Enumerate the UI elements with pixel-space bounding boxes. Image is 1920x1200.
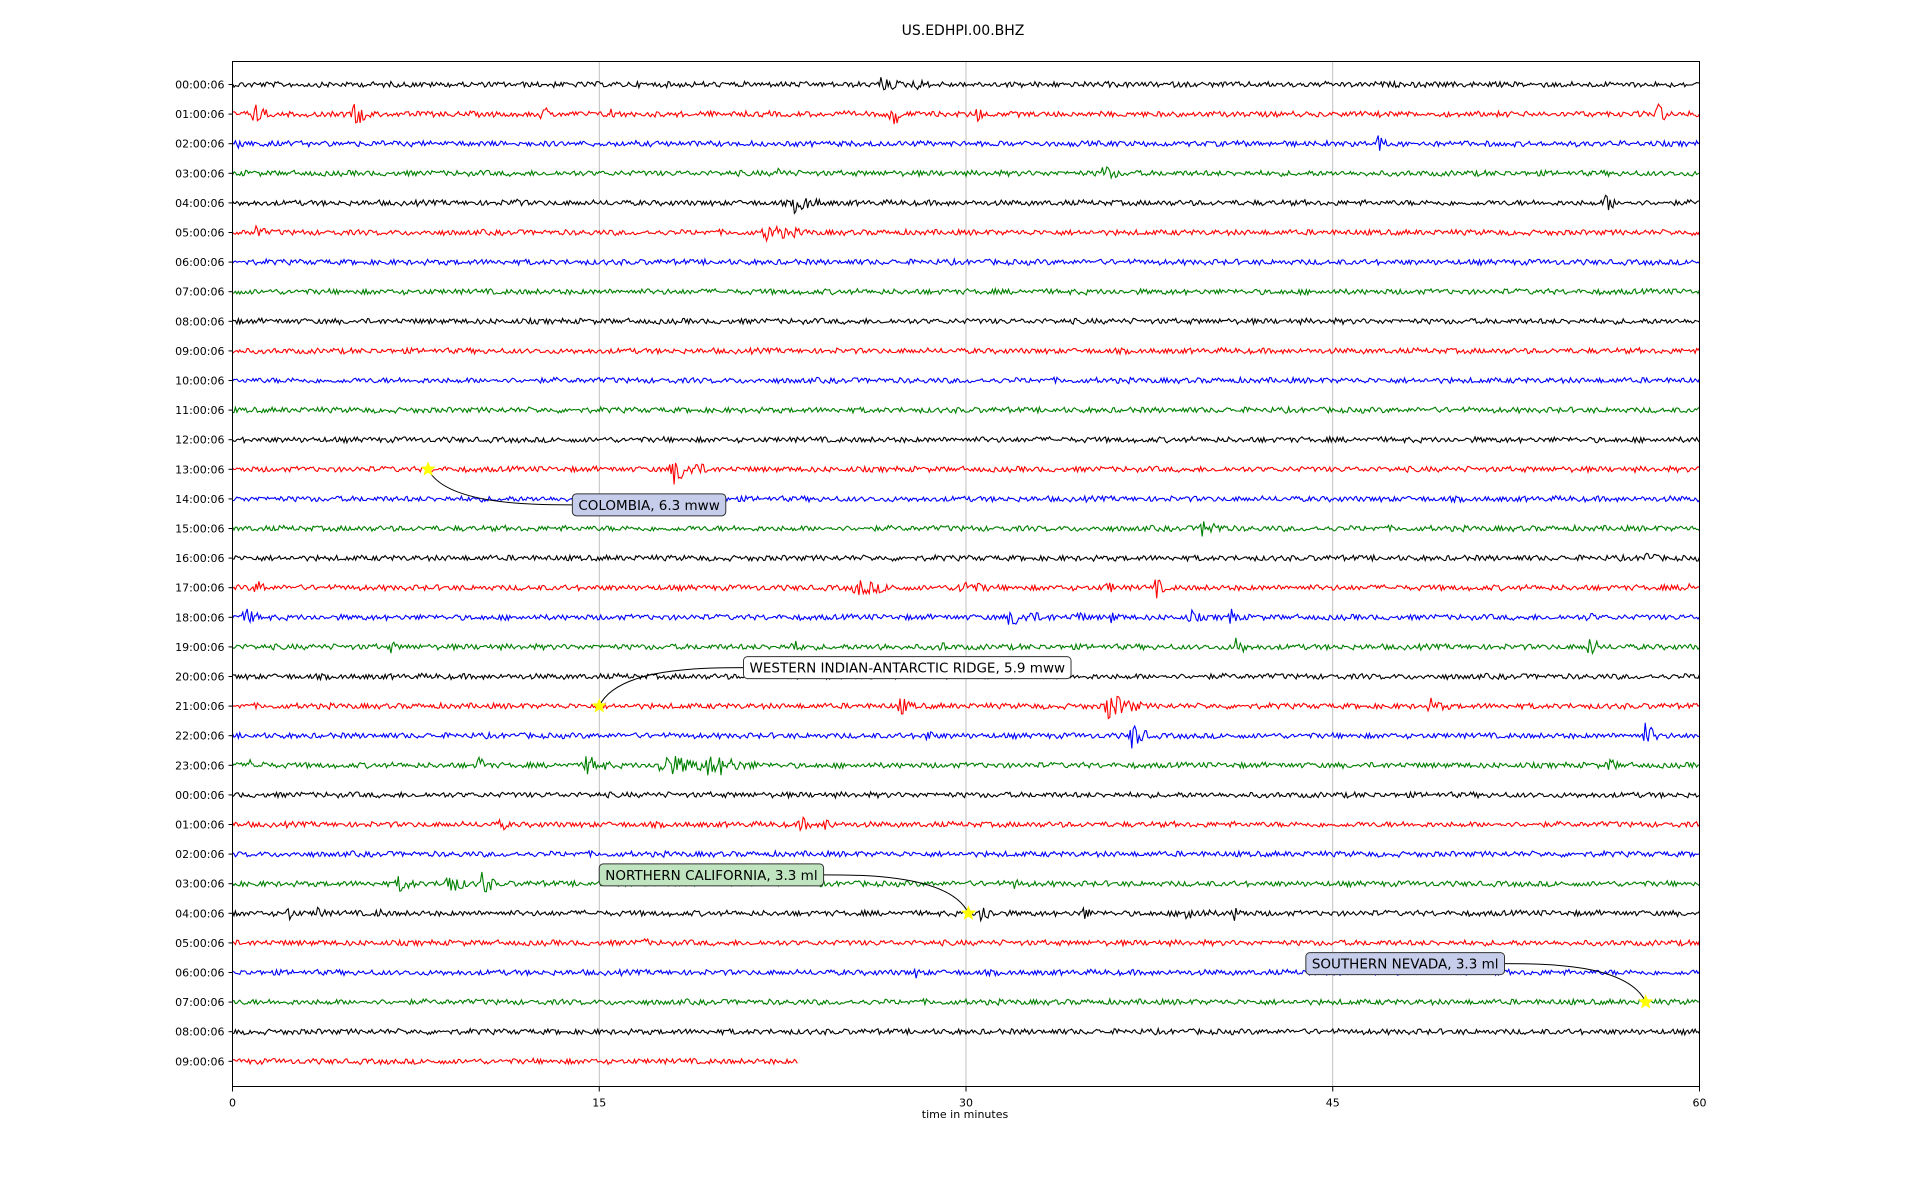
row-time-label: 04:00:06 (175, 197, 224, 210)
trace-row (232, 937, 1701, 948)
row-time-label: 01:00:06 (175, 108, 224, 121)
event-star-marker (960, 905, 977, 920)
trace-row (232, 637, 1700, 656)
trace-row (232, 1026, 1700, 1037)
x-tick-label: 15 (592, 1097, 606, 1110)
event-star-marker (420, 461, 436, 476)
event-label: NORTHERN CALIFORNIA, 3.3 ml (605, 868, 817, 884)
trace-row (232, 257, 1700, 267)
event-connector (427, 469, 573, 506)
row-time-label: 08:00:06 (175, 1026, 224, 1039)
event-annotation: COLOMBIA, 6.3 mww (420, 461, 727, 517)
x-axis-label: time in minutes (922, 1108, 1009, 1121)
event-label-box (743, 656, 1072, 680)
trace-row (232, 849, 1700, 859)
event-label-box (598, 863, 825, 887)
event-label-box (571, 493, 727, 517)
event-annotation: WESTERN INDIAN-ANTARCTIC RIDGE, 5.9 mww (591, 656, 1072, 713)
chart-title: US.EDHPI.00.BHZ (902, 23, 1025, 39)
row-time-label: 00:00:06 (175, 79, 224, 92)
row-time-label: 13:00:06 (175, 463, 224, 476)
trace-row (232, 790, 1700, 800)
trace-row (232, 755, 1700, 776)
trace-row (232, 103, 1700, 125)
event-star-marker (1638, 994, 1654, 1009)
row-time-label: 11:00:06 (175, 404, 224, 417)
trace-row (232, 316, 1700, 327)
event-label: COLOMBIA, 6.3 mww (578, 498, 719, 514)
trace-row (232, 997, 1700, 1007)
event-connector (1504, 963, 1647, 1003)
trace-row (232, 579, 1700, 599)
event-annotation: NORTHERN CALIFORNIA, 3.3 ml (598, 863, 977, 920)
trace-row (232, 552, 1701, 563)
trace-row (232, 194, 1700, 215)
row-time-label: 19:00:06 (175, 641, 224, 654)
x-axis: 0 15 30 45 60 (229, 1086, 1707, 1110)
trace-row (232, 135, 1700, 151)
row-time-label: 06:00:06 (175, 967, 224, 980)
row-time-label: 17:00:06 (175, 582, 224, 595)
row-time-label: 09:00:06 (175, 1055, 224, 1068)
row-time-label: 18:00:06 (175, 611, 224, 624)
event-label-box (1305, 952, 1506, 976)
trace-row (232, 871, 1700, 893)
event-label: WESTERN INDIAN-ANTARCTIC RIDGE, 5.9 mww (750, 661, 1066, 677)
trace-row (232, 224, 1700, 243)
row-time-label: 16:00:06 (175, 552, 224, 565)
row-time-label: 14:00:06 (175, 493, 224, 506)
event-connector (823, 874, 969, 914)
row-time-label: 02:00:06 (175, 138, 224, 151)
trace-row (232, 375, 1701, 385)
seismic-traces (231, 77, 1701, 1066)
trace-row (232, 462, 1700, 485)
x-tick-label: 30 (959, 1097, 973, 1110)
row-time-label: 03:00:06 (175, 878, 224, 891)
trace-row (232, 494, 1700, 504)
row-time-label: 03:00:06 (175, 167, 224, 180)
trace-row (232, 521, 1700, 537)
row-time-label: 01:00:06 (175, 819, 224, 832)
trace-row (231, 722, 1700, 749)
trace-row (232, 346, 1700, 356)
row-time-label: 05:00:06 (175, 937, 224, 950)
trace-row (232, 695, 1700, 720)
event-star-marker (591, 698, 607, 713)
row-time-label: 12:00:06 (175, 434, 224, 447)
trace-row (232, 608, 1700, 625)
row-time-label: 10:00:06 (175, 375, 224, 388)
row-time-label: 00:00:06 (175, 789, 224, 802)
plot-frame (232, 61, 1700, 1087)
row-time-label: 08:00:06 (175, 315, 224, 328)
row-time-label: 07:00:06 (175, 286, 224, 299)
event-label: SOUTHERN NEVADA, 3.3 ml (1312, 957, 1499, 973)
trace-row (231, 77, 1700, 91)
row-time-label: 22:00:06 (175, 730, 224, 743)
row-time-label: 09:00:06 (175, 345, 224, 358)
x-tick-label: 45 (1326, 1097, 1340, 1110)
trace-row (232, 286, 1701, 297)
row-time-label: 23:00:06 (175, 759, 224, 772)
x-tick-label: 0 (229, 1097, 236, 1110)
trace-row (232, 166, 1700, 180)
trace-row (232, 434, 1700, 445)
row-time-label: 21:00:06 (175, 700, 224, 713)
x-tick-label: 60 (1693, 1097, 1707, 1110)
trace-row (232, 815, 1700, 833)
row-time-label: 04:00:06 (175, 907, 224, 920)
trace-row (232, 405, 1700, 415)
row-time-label: 15:00:06 (175, 523, 224, 536)
trace-row (232, 1056, 798, 1066)
row-time-label: 07:00:06 (175, 996, 224, 1009)
event-annotation: SOUTHERN NEVADA, 3.3 ml (1305, 952, 1654, 1009)
row-time-label: 02:00:06 (175, 848, 224, 861)
event-annotations: COLOMBIA, 6.3 mww WESTERN INDIAN-ANTARCTI… (420, 461, 1654, 1009)
event-connector (598, 667, 744, 707)
row-time-labels: 00:00:06 01:00:06 02:00:06 03:00:06 04:00:06… (175, 79, 233, 1068)
row-time-label: 20:00:06 (175, 671, 224, 684)
row-time-label: 06:00:06 (175, 256, 224, 269)
row-time-label: 05:00:06 (175, 227, 224, 240)
